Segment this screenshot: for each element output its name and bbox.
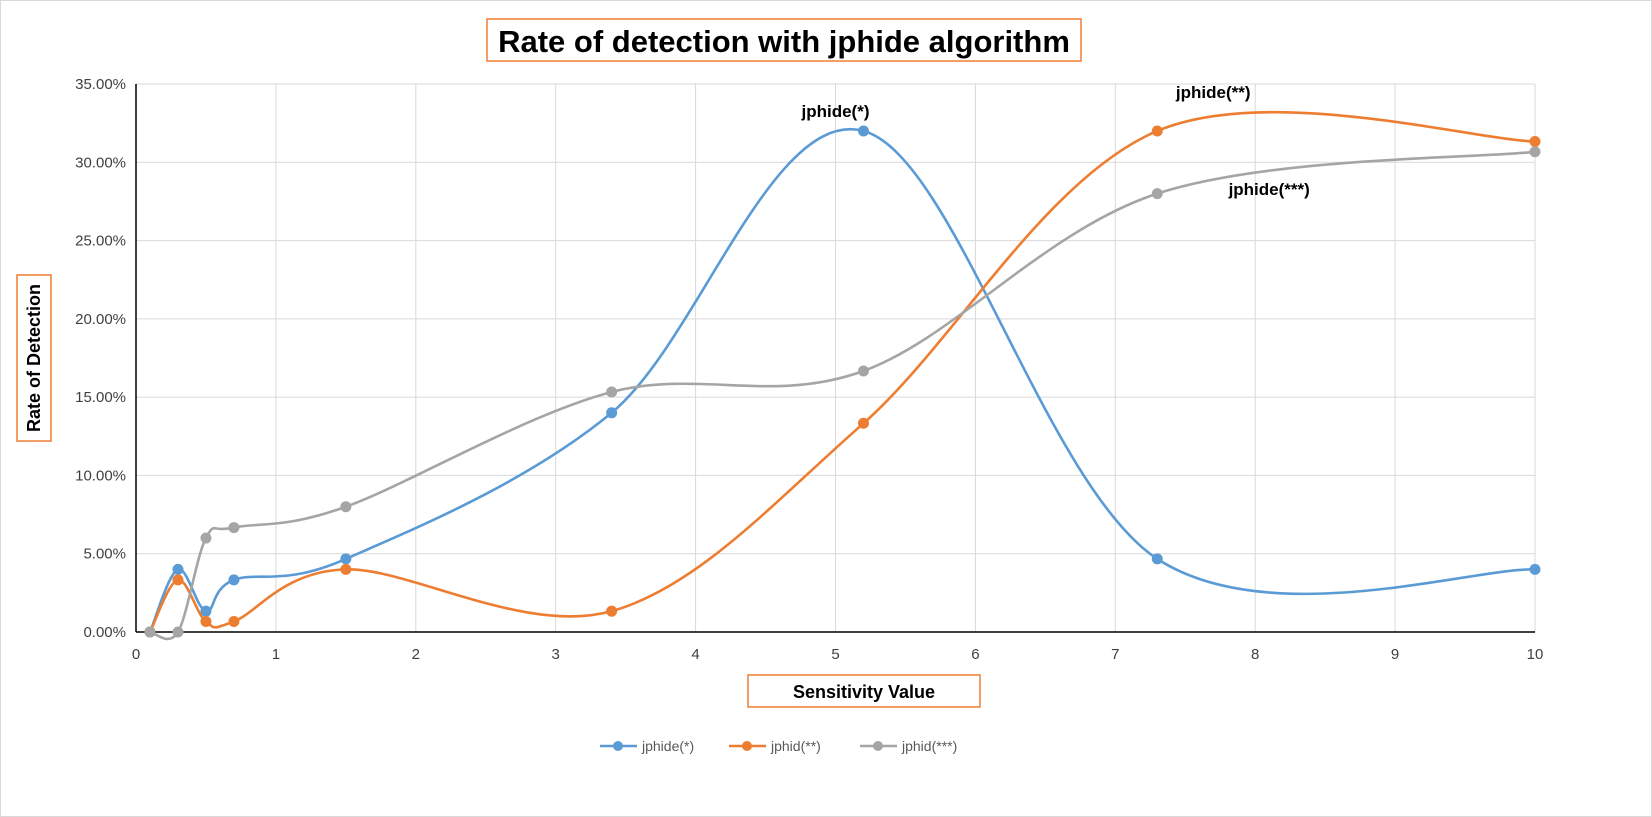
x-axis-label-box: [747, 674, 981, 708]
data-point: [340, 553, 352, 565]
data-point: [200, 532, 212, 544]
data-point: [606, 386, 618, 398]
data-point: [228, 616, 240, 628]
axes: 0 1 2 3 4 5 6 7 8 9 10 0.00% 5.00% 10.00% 15.00% 20.00%…: [75, 76, 1543, 663]
x-tick-label: 5: [831, 646, 839, 663]
y-axis-label: Rate of Detection: [24, 284, 44, 432]
x-tick-label: 7: [1111, 646, 1119, 663]
data-point: [200, 605, 212, 617]
data-point: [1151, 188, 1163, 200]
data-point: [172, 563, 184, 575]
x-tick-label: 4: [691, 646, 699, 663]
y-axis-label-box: [16, 274, 52, 442]
legend: jphide(*) jphid(**) jphid(***): [600, 738, 957, 754]
series-annotation: jphide(***): [1228, 180, 1310, 199]
x-tick-label: 1: [272, 646, 280, 663]
data-point: [144, 626, 156, 638]
title-box: [486, 18, 1082, 62]
data-point: [200, 616, 212, 628]
data-point: [172, 626, 184, 638]
data-point: [172, 574, 184, 586]
y-tick-label: 15.00%: [75, 389, 126, 406]
data-point: [1151, 125, 1163, 137]
gridlines: [136, 83, 1536, 632]
legend-marker: [613, 741, 623, 751]
annotations: jphide(*) jphide(**) jphide(***): [801, 83, 1310, 199]
x-tick-label: 0: [132, 646, 140, 663]
series-line: [149, 150, 1536, 641]
series-line: [148, 127, 1536, 633]
data-point: [857, 365, 869, 377]
y-tick-label: 20.00%: [75, 311, 126, 328]
series-annotation: jphide(**): [1175, 83, 1251, 102]
series-group: [144, 110, 1541, 641]
y-tick-label: 25.00%: [75, 233, 126, 250]
legend-item: jphid(***): [860, 738, 957, 754]
data-point: [228, 574, 240, 586]
x-axis-label: Sensitivity Value: [793, 682, 935, 702]
chart-title: Rate of detection with jphide algorithm: [498, 24, 1070, 59]
legend-marker: [742, 741, 752, 751]
y-tick-label: 10.00%: [75, 467, 126, 484]
data-point: [228, 522, 240, 534]
x-tick-label: 3: [552, 646, 560, 663]
data-point: [1529, 146, 1541, 158]
legend-item: jphide(*): [600, 738, 694, 754]
data-point: [857, 125, 869, 137]
series-3: [144, 146, 1541, 641]
legend-label: jphide(*): [641, 738, 694, 754]
data-point: [1529, 563, 1541, 575]
x-tick-label: 8: [1251, 646, 1259, 663]
legend-marker: [873, 741, 883, 751]
data-point: [857, 417, 869, 429]
x-tick-label: 2: [412, 646, 420, 663]
legend-label: jphid(***): [901, 738, 957, 754]
series-2: [144, 110, 1541, 638]
y-tick-label: 30.00%: [75, 154, 126, 171]
data-point: [1151, 553, 1163, 565]
data-point: [1529, 135, 1541, 147]
data-point: [340, 563, 352, 575]
data-point: [606, 605, 618, 617]
data-point: [340, 501, 352, 513]
series-annotation: jphide(*): [801, 102, 870, 121]
y-tick-label: 0.00%: [83, 624, 126, 641]
x-tick-label: 9: [1391, 646, 1399, 663]
x-tick-label: 6: [971, 646, 979, 663]
y-tick-label: 35.00%: [75, 76, 126, 93]
x-tick-label: 10: [1527, 646, 1544, 663]
legend-item: jphid(**): [729, 738, 821, 754]
series-1: [144, 125, 1541, 638]
y-tick-label: 5.00%: [83, 546, 126, 563]
legend-label: jphid(**): [770, 738, 821, 754]
data-point: [606, 407, 618, 419]
